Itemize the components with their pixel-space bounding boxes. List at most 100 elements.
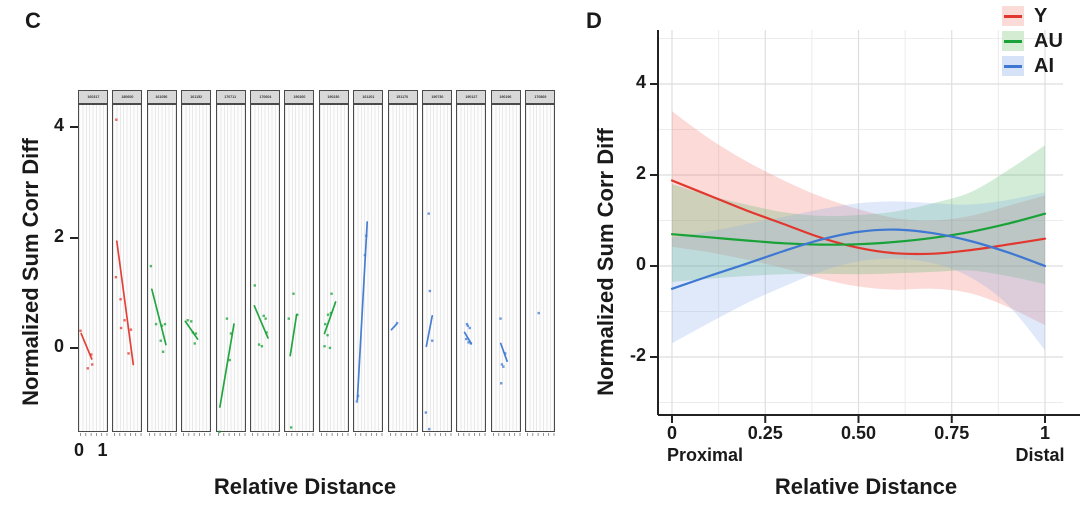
legend-item-AU: AU (1002, 31, 1063, 51)
facet-id-label: 160317 (86, 94, 100, 99)
facet-strip: 161152 (181, 90, 212, 104)
facet-strip: 190730 (422, 90, 452, 104)
facet-canvas (217, 317, 245, 436)
trend-line (356, 221, 369, 401)
data-point (119, 298, 123, 301)
facet-panel (525, 104, 556, 436)
data-point (427, 427, 431, 431)
facet-panel (353, 104, 384, 436)
facet-canvas (148, 264, 177, 436)
panel-d-y-tick-label: 0 (635, 254, 646, 274)
legend-label: AI (1034, 55, 1054, 77)
legend-line-icon (1004, 14, 1022, 18)
data-point (186, 319, 190, 322)
facet-panel (78, 104, 108, 436)
facet-panel (146, 104, 177, 436)
panel-d-y-tick-label: 4 (635, 72, 646, 92)
data-point (193, 342, 197, 345)
facet-id-label: 161056 (155, 94, 168, 99)
facet-canvas (252, 284, 280, 436)
trend-line (184, 320, 199, 340)
facet-panel (250, 104, 280, 436)
facet-strip: 190260 (284, 90, 315, 104)
data-point (86, 367, 89, 370)
facet-canvas (389, 321, 417, 436)
data-point (225, 317, 228, 320)
data-point (329, 311, 332, 315)
data-point (465, 337, 468, 341)
trend-line (218, 323, 235, 408)
facet-id-label: 190260 (293, 94, 306, 99)
data-point (260, 345, 264, 348)
data-point (431, 339, 434, 342)
data-point (323, 345, 326, 348)
data-point (395, 321, 398, 325)
facet-panel (422, 104, 452, 436)
data-point (115, 275, 118, 279)
panel-d-x-axis-title: Relative Distance (774, 474, 958, 499)
data-point (163, 322, 166, 326)
data-point (537, 311, 541, 315)
panel-c-y-tick-mark (70, 236, 78, 239)
trend-line (390, 323, 398, 331)
data-point (357, 394, 360, 398)
trend-line (116, 240, 135, 366)
facet-panel (387, 104, 418, 436)
panel-d-y-tick-label: -2 (629, 345, 646, 365)
data-point (127, 352, 131, 355)
data-point (154, 322, 158, 326)
facet-id-label: 190230 (327, 94, 340, 99)
facet-canvas (458, 322, 486, 436)
panel-c-y-tick-mark (70, 347, 78, 349)
facet-strip: 190196 (490, 90, 521, 104)
legend-label: AU (1034, 30, 1063, 52)
data-point (161, 350, 165, 353)
facet-canvas (79, 329, 108, 436)
data-point (470, 342, 473, 345)
data-point (115, 118, 118, 121)
data-point (503, 352, 507, 355)
data-point (149, 264, 152, 268)
facet-id-label: 170604 (258, 94, 272, 99)
data-point (228, 358, 231, 362)
facet-id-label: 190127 (465, 94, 478, 99)
data-point (499, 317, 502, 320)
facet-canvas (527, 311, 555, 436)
legend-line-icon (1004, 64, 1022, 68)
data-point (330, 292, 333, 295)
panel-d-x-tick-label: 0 (666, 423, 677, 443)
trend-line (499, 342, 508, 363)
facet-id-label: 190196 (499, 94, 512, 99)
facet-panel (318, 104, 349, 436)
panel-c-y-tick-label: 4 (53, 115, 64, 135)
facet-id-label: 161201 (362, 94, 375, 99)
data-point (91, 363, 94, 366)
facet-id-label: 190730 (430, 94, 444, 99)
facet-id-label: 151170 (396, 94, 409, 99)
panel-d-letter: D (586, 8, 602, 33)
data-point (159, 339, 162, 342)
data-point (500, 363, 503, 366)
data-point (501, 365, 505, 368)
facet-canvas (286, 292, 314, 436)
facet-canvas (114, 118, 142, 436)
data-point (467, 341, 471, 344)
data-point (191, 331, 195, 334)
panel-c-x-tick-label: 0 (73, 440, 84, 460)
facet-panel (490, 104, 521, 436)
data-point (264, 317, 267, 320)
data-point (288, 317, 291, 320)
facet-strip: 151170 (387, 90, 418, 104)
trend-line (289, 313, 298, 357)
data-point (190, 320, 193, 323)
data-point (467, 324, 470, 327)
facet-canvas (320, 292, 349, 436)
facet-panel (456, 104, 487, 436)
legend-swatch (1002, 6, 1024, 26)
data-point (257, 343, 261, 346)
data-point (90, 353, 93, 356)
data-point (468, 326, 472, 330)
facet-strip: 161201 (353, 90, 384, 104)
facet-panel (112, 104, 143, 436)
